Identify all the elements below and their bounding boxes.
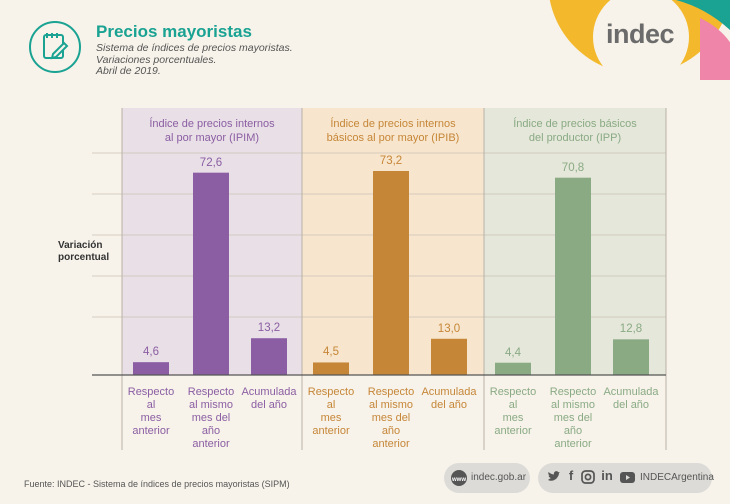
category-label-line: anterior <box>192 438 230 450</box>
category-label-line: mes <box>502 412 524 424</box>
category-label-line: mes del <box>553 412 593 424</box>
category-label-line: mes del <box>191 412 231 424</box>
panel-title-line: Índice de precios internos <box>330 118 456 130</box>
bar <box>555 177 591 375</box>
subtitle-line: Variaciones porcentuales. <box>96 54 217 66</box>
category-label-line: al mismo <box>188 399 233 411</box>
panel-title-line: Índice de precios internos <box>149 118 275 130</box>
category-label-line: anterior <box>132 425 170 437</box>
category-label: Respecto al mismo mes del año anterior <box>543 386 603 451</box>
logo-teal-shape <box>640 0 730 30</box>
category-label-line: Respecto <box>127 386 175 398</box>
value-label: 73,2 <box>379 155 403 167</box>
category-label-line: Respecto <box>187 386 235 398</box>
bar <box>133 362 169 375</box>
svg-text:www: www <box>451 477 466 483</box>
category-label-line: del año <box>250 399 288 411</box>
youtube-icon[interactable] <box>619 471 635 486</box>
bar <box>251 338 287 375</box>
logo-cream-circle <box>593 0 689 80</box>
category-label-line: anterior <box>494 425 532 437</box>
category-label-line: Respecto <box>367 386 415 398</box>
category-label-line: Acumulada <box>603 386 659 398</box>
category-label-line: mes <box>140 412 162 424</box>
category-label-line: año <box>381 425 401 437</box>
category-label-line: año <box>563 425 583 437</box>
page-title: Precios mayoristas <box>96 22 252 41</box>
category-label-line: anterior <box>372 438 410 450</box>
bar <box>313 362 349 375</box>
category-label: Acumulada del año <box>601 386 661 412</box>
category-label-line: al <box>146 399 156 411</box>
source-note: Fuente: INDEC - Sistema de índices de pr… <box>24 479 290 489</box>
category-label: Respecto al mismo mes del año anterior <box>181 386 241 451</box>
category-label-line: anterior <box>554 438 592 450</box>
category-label: Respecto al mes anterior <box>301 386 361 438</box>
category-label: Acumulada del año <box>419 386 479 412</box>
website-link[interactable]: indec.gob.ar <box>471 472 527 483</box>
value-label: 4,4 <box>505 346 521 359</box>
category-label-line: Respecto <box>307 386 355 398</box>
linkedin-icon[interactable]: in <box>601 468 613 483</box>
category-label: Respecto al mes anterior <box>483 386 543 438</box>
bar <box>373 171 409 375</box>
value-label: 13,2 <box>257 322 281 335</box>
panel-title: Índice de precios básicos del productor (… <box>484 117 666 145</box>
panel-title: Índice de precios internos básicos al por… <box>302 117 484 145</box>
category-label-line: al mismo <box>368 399 413 411</box>
panel-title-line: al por mayor (IPIM) <box>164 132 260 144</box>
indec-logo: indec <box>606 19 675 49</box>
subtitle-line: Sistema de índices de precios mayoristas… <box>96 42 293 54</box>
category-label-line: mes <box>320 412 342 424</box>
category-label-line: mes del <box>371 412 411 424</box>
instagram-icon[interactable] <box>580 470 596 487</box>
category-label-line: del año <box>430 399 468 411</box>
category-label-line: Acumulada <box>241 386 297 398</box>
facebook-icon[interactable]: f <box>568 468 574 483</box>
y-axis-label: Variación porcentual <box>58 240 109 264</box>
category-label-line: al <box>508 399 518 411</box>
value-label: 4,5 <box>323 346 339 359</box>
logo-pink-shape <box>700 18 730 80</box>
category-label: Acumulada del año <box>239 386 299 412</box>
category-label-line: al <box>326 399 336 411</box>
subtitle-line: Abril de 2019. <box>96 65 161 77</box>
category-label-line: año <box>201 425 221 437</box>
panel-title: Índice de precios internos al por mayor (… <box>122 117 302 145</box>
category-label: Respecto al mismo mes del año anterior <box>361 386 421 451</box>
category-label-line: Respecto <box>549 386 597 398</box>
panel-title-line: del productor (IPP) <box>528 132 622 144</box>
notepad-pencil-icon <box>29 21 81 73</box>
panel-title-line: Índice de precios básicos <box>513 118 637 130</box>
value-label: 4,6 <box>143 346 159 359</box>
value-label: 72,6 <box>199 156 223 169</box>
value-label: 13,0 <box>437 322 461 335</box>
bar <box>193 172 229 375</box>
bar <box>613 339 649 375</box>
panel-title-line: básicos al por mayor (IPIB) <box>326 132 460 144</box>
y-axis-label-line-2: porcentual <box>58 252 110 263</box>
y-axis-label-line-1: Variación <box>58 240 103 251</box>
bar <box>431 338 467 375</box>
bar <box>495 362 531 375</box>
category-label-line: Respecto <box>489 386 537 398</box>
category-label-line: anterior <box>312 425 350 437</box>
globe-icon: www <box>451 470 467 486</box>
brand-decoration <box>549 0 730 80</box>
twitter-icon[interactable] <box>546 470 562 486</box>
value-label: 70,8 <box>561 161 585 174</box>
social-handle[interactable]: INDECArgentina <box>640 472 714 483</box>
category-label-line: del año <box>612 399 650 411</box>
value-label: 12,8 <box>619 323 643 336</box>
category-label-line: al mismo <box>550 399 595 411</box>
category-label: Respecto al mes anterior <box>121 386 181 438</box>
category-label-line: Acumulada <box>421 386 477 398</box>
